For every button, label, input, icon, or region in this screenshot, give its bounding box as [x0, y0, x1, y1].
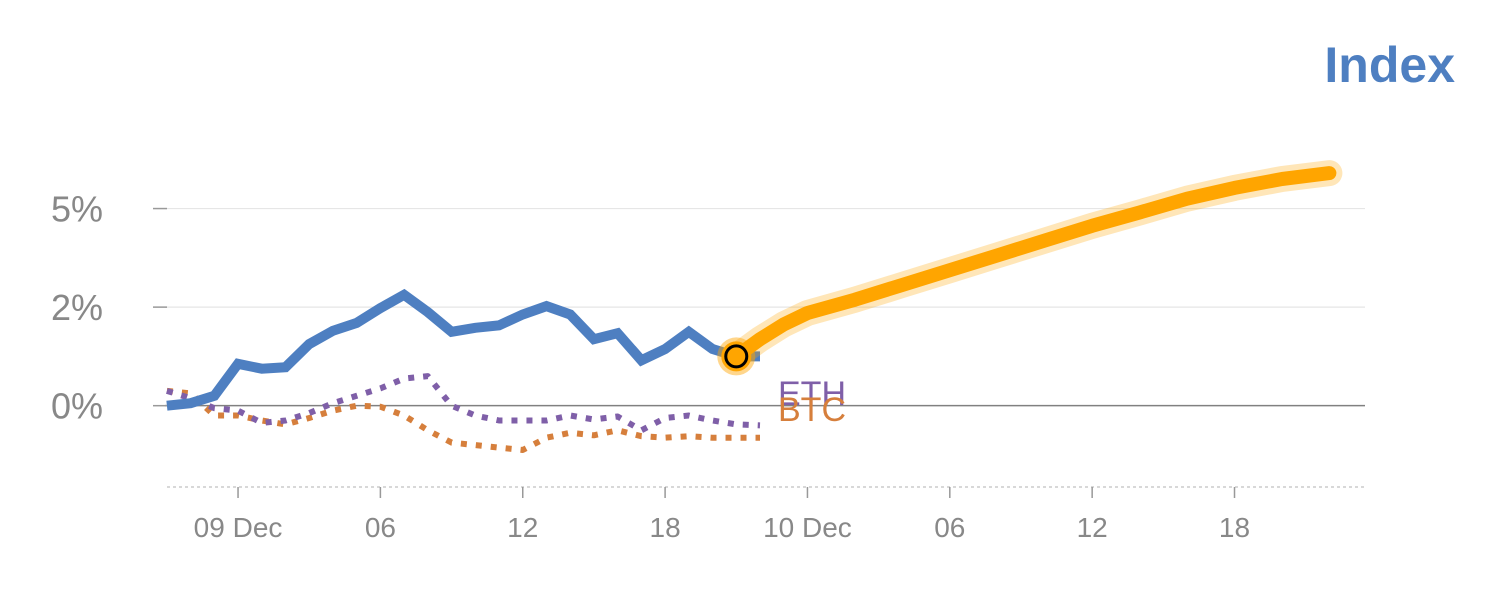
marker-point [724, 344, 749, 369]
y-axis-ticks: 0% 2% 5% [51, 189, 167, 427]
x-tick-label: 12 [507, 512, 538, 543]
x-tick-label: 06 [934, 512, 965, 543]
y-tick-label: 0% [51, 386, 103, 427]
series-line-eth [166, 373, 761, 434]
series-end-label-eth: ETH [778, 375, 846, 413]
series-end-label-btc: BTC [778, 391, 846, 429]
x-tick-label: 18 [650, 512, 681, 543]
current-marker [717, 337, 756, 376]
series-lines [166, 160, 1343, 453]
x-tick-label: 10 Dec [763, 512, 852, 543]
series-line-index [166, 288, 760, 411]
x-tick-label: 06 [365, 512, 396, 543]
x-tick-label: 09 Dec [194, 512, 283, 543]
x-axis-ticks: 09 Dec 06 12 18 10 Dec 06 12 18 [194, 487, 1250, 543]
y-tick-label: 5% [51, 189, 103, 230]
x-tick-label: 12 [1077, 512, 1108, 543]
forecast-band [723, 160, 1343, 370]
series-line-forecast [729, 166, 1337, 364]
x-tick-label: 18 [1219, 512, 1250, 543]
y-tick-label: 2% [51, 287, 103, 328]
chart-title: Index [1324, 37, 1455, 93]
